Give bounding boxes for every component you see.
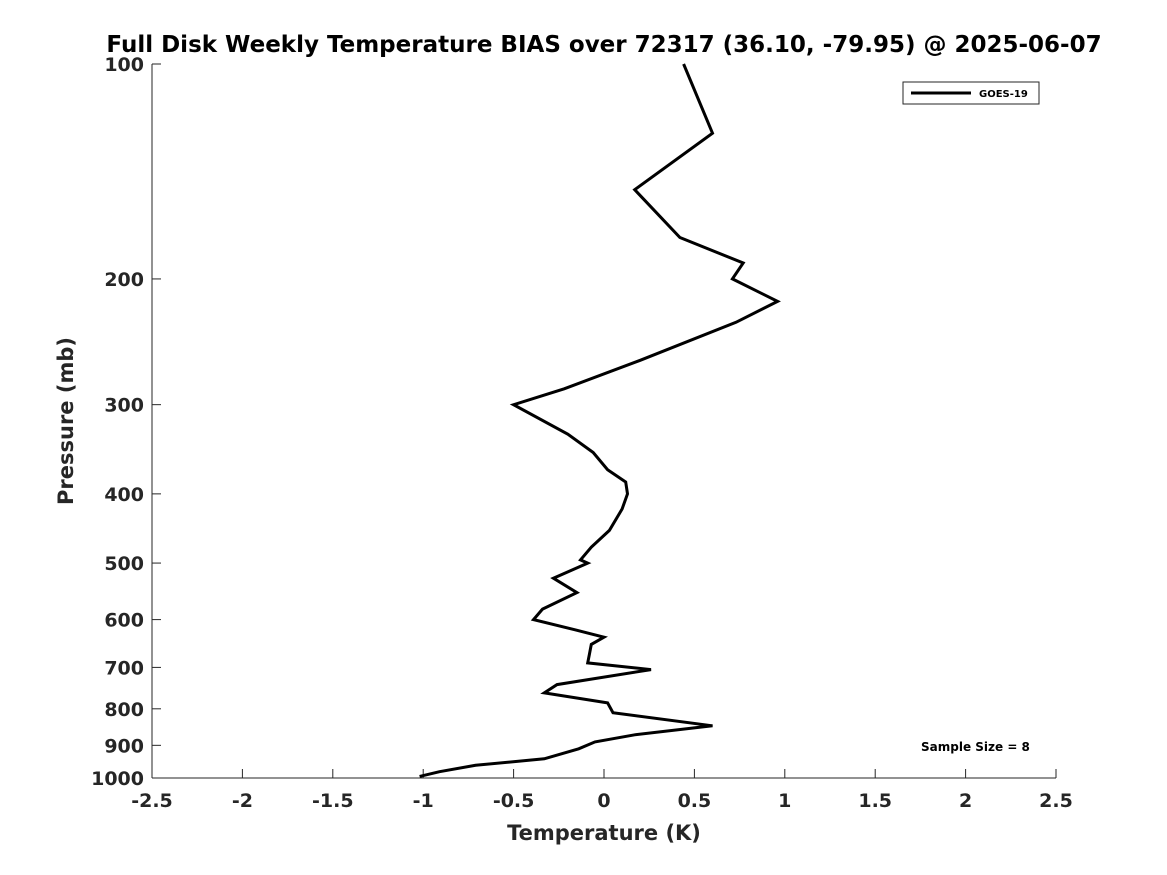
y-tick-label: 700 (104, 657, 144, 679)
series-line-goes-19 (419, 63, 781, 778)
x-tick-label: -0.5 (493, 790, 535, 812)
y-tick-label: 1000 (91, 768, 144, 790)
x-tick-label: -1 (413, 790, 434, 812)
y-tick-label: 800 (104, 699, 144, 721)
y-tick-label: 100 (104, 54, 144, 76)
sample-size-annotation: Sample Size = 8 (921, 740, 1030, 754)
chart-title: Full Disk Weekly Temperature BIAS over 7… (106, 32, 1101, 58)
y-tick-label: 900 (104, 735, 144, 757)
x-axis-ticks: -2.5 -2 -1.5 -1 -0.5 0 0.5 1 1.5 2 2.5 (131, 769, 1073, 812)
y-axis-label: Pressure (mb) (54, 337, 78, 505)
y-tick-label: 400 (104, 484, 144, 506)
x-tick-label: 2.5 (1039, 790, 1073, 812)
y-tick-label: 500 (104, 553, 144, 575)
y-tick-label: 600 (104, 610, 144, 632)
legend: GOES-19 (902, 81, 1040, 105)
x-tick-label: 1.5 (858, 790, 892, 812)
x-tick-label: 2 (959, 790, 972, 812)
x-tick-label: -2 (232, 790, 253, 812)
x-tick-label: -2.5 (131, 790, 173, 812)
x-tick-label: 1 (778, 790, 791, 812)
legend-label: GOES-19 (979, 89, 1028, 100)
x-axis-label: Temperature (K) (507, 821, 701, 845)
x-tick-label: 0 (597, 790, 610, 812)
y-tick-label: 300 (104, 395, 144, 417)
x-tick-label: 0.5 (678, 790, 712, 812)
plot-area (152, 64, 1056, 778)
y-tick-label: 200 (104, 269, 144, 291)
y-axis-ticks: 100 200 300 400 500 600 700 800 900 1000 (91, 54, 161, 790)
x-tick-label: -1.5 (312, 790, 354, 812)
